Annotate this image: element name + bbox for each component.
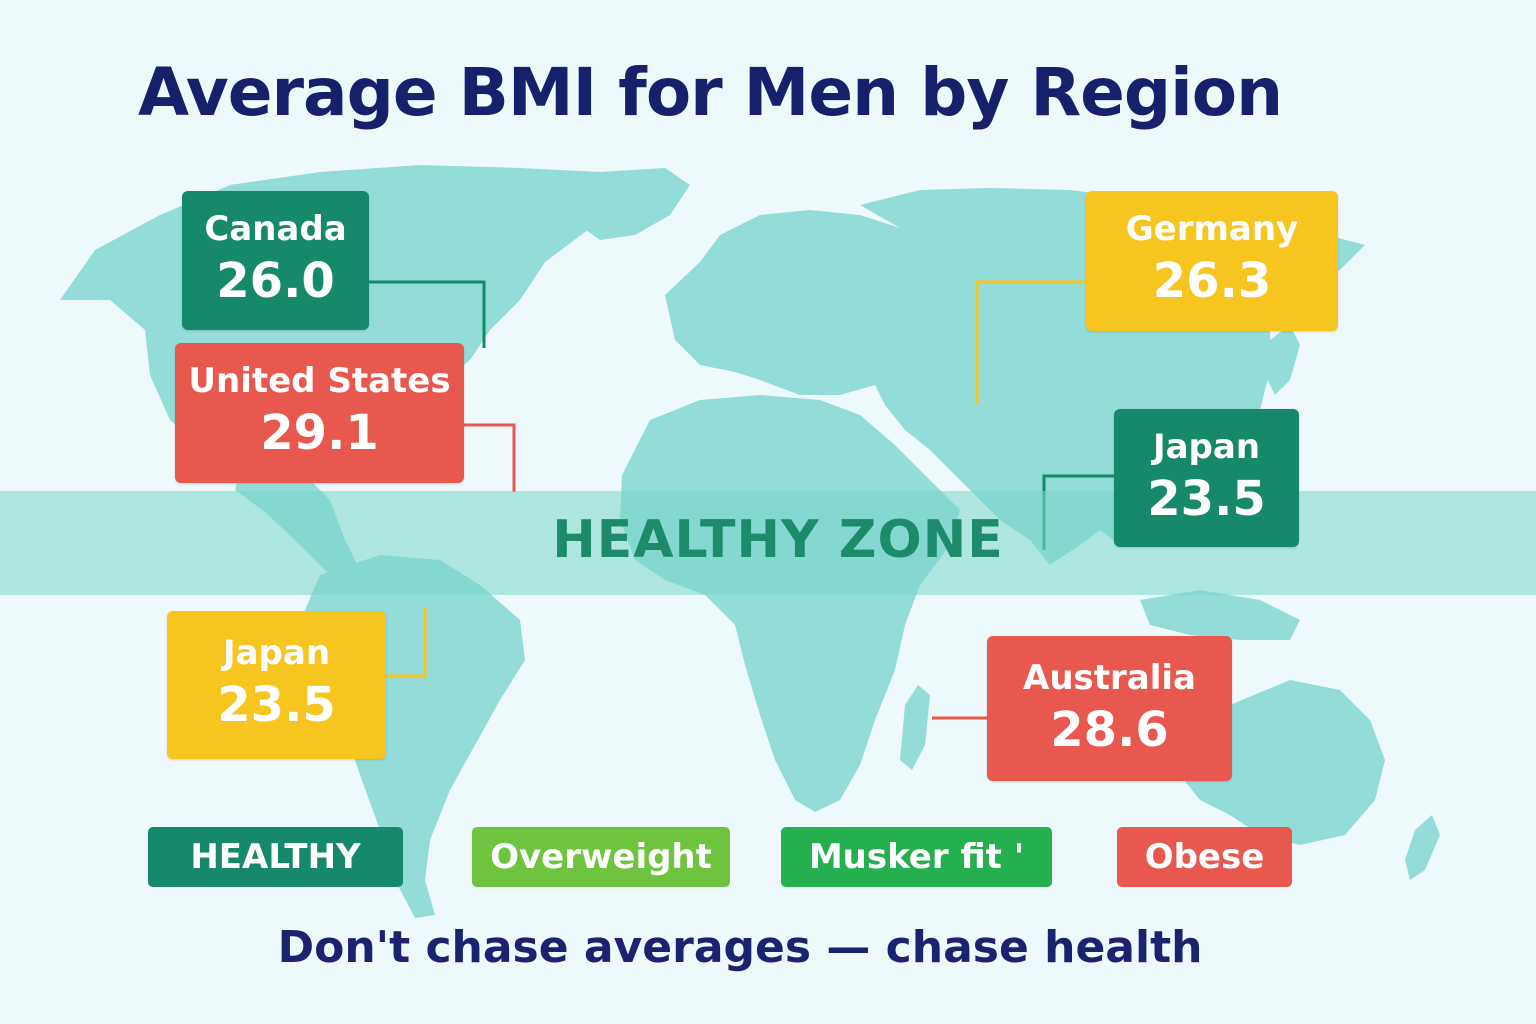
new-zealand-landmass: [1405, 815, 1440, 880]
healthy-zone-label: HEALTHY ZONE: [552, 510, 1004, 570]
region-name: Australia: [1023, 658, 1196, 698]
europe-landmass: [665, 210, 935, 395]
region-bmi-value: 23.5: [1147, 471, 1266, 527]
legend-musker-fit: Musker fit ': [781, 827, 1052, 887]
japan-sa-connector-line: [385, 608, 427, 678]
region-name: United States: [188, 361, 451, 401]
region-name: Canada: [204, 209, 347, 249]
region-card-united-states: United States 29.1: [175, 343, 464, 483]
region-name: Japan: [222, 633, 331, 673]
region-card-australia: Australia 28.6: [987, 636, 1232, 781]
legend-healthy: HEALTHY: [148, 827, 403, 887]
region-name: Germany: [1125, 209, 1299, 249]
madagascar-landmass: [900, 685, 930, 770]
region-bmi-value: 26.3: [1152, 253, 1272, 309]
region-bmi-value: 26.0: [216, 253, 335, 309]
legend-obese: Obese: [1117, 827, 1292, 887]
southeast-asia-islands: [1140, 590, 1300, 640]
region-card-japan-asia: Japan 23.5: [1114, 409, 1299, 547]
region-card-japan-south-america: Japan 23.5: [167, 611, 386, 759]
greenland-landmass: [560, 168, 690, 240]
us-connector-line: [463, 423, 516, 492]
germany-connector-line: [975, 280, 1086, 404]
tagline: Don't chase averages — chase health: [277, 922, 1203, 973]
region-card-canada: Canada 26.0: [182, 191, 369, 330]
region-bmi-value: 29.1: [260, 405, 379, 461]
region-name: Japan: [1152, 427, 1261, 467]
legend-overweight: Overweight: [472, 827, 730, 887]
region-card-germany: Germany 26.3: [1086, 191, 1338, 331]
page-title: Average BMI for Men by Region: [138, 54, 1283, 131]
region-bmi-value: 23.5: [217, 677, 336, 733]
japan-islands-landmass: [1265, 325, 1300, 395]
canada-connector-line: [368, 280, 486, 348]
region-bmi-value: 28.6: [1050, 702, 1169, 758]
